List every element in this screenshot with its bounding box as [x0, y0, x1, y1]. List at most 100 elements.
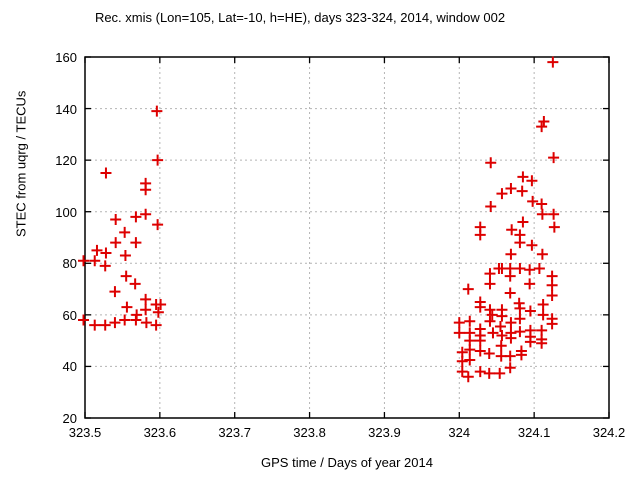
data-point-marker: [462, 371, 474, 383]
data-point-marker: [484, 304, 496, 316]
x-tick-label: 323.6: [143, 425, 177, 440]
data-point-marker: [484, 278, 496, 290]
data-point-marker: [487, 327, 499, 339]
data-point-marker: [91, 244, 103, 256]
y-tick-label: 120: [55, 153, 77, 169]
data-point-marker: [130, 314, 142, 326]
data-point-marker: [474, 335, 486, 347]
data-point-marker: [536, 121, 548, 133]
y-tick-label: 100: [55, 204, 77, 220]
x-tick-label: 324.2: [592, 425, 626, 440]
data-point-marker: [130, 211, 142, 223]
x-axis-title: GPS time / Days of year 2014: [261, 455, 433, 470]
y-tick-label: 40: [62, 359, 77, 375]
x-tick-label: 323.9: [368, 425, 401, 440]
data-point-marker: [78, 314, 90, 326]
data-point-marker: [495, 340, 507, 352]
data-point-marker: [524, 305, 536, 317]
data-point-marker: [140, 304, 152, 316]
data-point-marker: [140, 184, 152, 196]
data-point-marker: [474, 301, 486, 313]
x-tick-label: 323.8: [293, 425, 326, 440]
data-point-marker: [517, 216, 529, 228]
data-point-marker: [548, 221, 560, 233]
plot-border: [84, 56, 610, 419]
data-point-marker: [140, 317, 152, 329]
x-tick-label: 324.1: [517, 425, 551, 440]
data-point-marker: [152, 154, 164, 166]
data-point-marker: [505, 248, 517, 260]
data-point-marker: [524, 336, 536, 348]
data-point-marker: [99, 319, 111, 331]
data-point-marker: [152, 219, 164, 231]
data-point-marker: [456, 355, 468, 367]
data-point-marker: [110, 237, 122, 249]
data-point-marker: [504, 350, 516, 362]
data-point-marker: [504, 287, 516, 299]
data-point-marker: [109, 317, 121, 329]
data-point-marker: [536, 198, 548, 210]
data-point-marker: [504, 270, 516, 282]
data-point-marker: [527, 195, 539, 207]
y-tick-label: 60: [62, 307, 77, 323]
data-point-marker: [536, 337, 548, 349]
data-point-marker: [474, 229, 486, 241]
data-point-marker: [453, 327, 465, 339]
data-point-marker: [516, 185, 528, 197]
data-point-marker: [483, 348, 495, 360]
data-point-marker: [99, 260, 111, 272]
data-point-marker: [152, 306, 164, 318]
data-point-marker: [548, 152, 560, 164]
data-point-marker: [514, 302, 526, 314]
data-point-marker: [150, 319, 162, 331]
data-point-marker: [496, 188, 508, 200]
data-point-marker: [496, 310, 508, 322]
data-point-marker: [155, 299, 167, 311]
data-point-marker: [483, 367, 495, 379]
data-point-marker: [505, 332, 517, 344]
data-point-marker: [474, 345, 486, 357]
data-point-marker: [464, 354, 476, 366]
data-point-marker: [119, 226, 131, 238]
data-point-marker: [505, 317, 517, 329]
data-point-marker: [546, 290, 558, 302]
data-point-marker: [538, 115, 550, 127]
data-point-marker: [547, 56, 559, 68]
data-point-marker: [474, 366, 486, 378]
data-point-marker: [524, 264, 536, 276]
data-point-marker: [129, 278, 141, 290]
data-point-marker: [514, 262, 526, 274]
data-point-marker: [536, 248, 548, 260]
chart-title: Rec. xmis (Lon=105, Lat=-10, h=HE), days…: [94, 10, 506, 25]
data-point-marker: [130, 237, 142, 249]
data-point-marker: [485, 201, 497, 213]
data-point-marker: [496, 329, 508, 341]
y-tick-label: 160: [55, 50, 77, 65]
data-point-marker: [546, 279, 558, 291]
data-point-marker: [514, 313, 526, 325]
data-point-marker: [100, 167, 112, 179]
data-point-marker: [514, 326, 526, 338]
data-point-marker: [484, 315, 496, 327]
data-point-marker: [453, 317, 465, 329]
data-point-marker: [505, 183, 517, 195]
data-point-marker: [517, 171, 529, 183]
data-point-marker: [494, 320, 506, 332]
data-point-marker: [515, 349, 527, 361]
y-tick-label: 80: [62, 256, 77, 272]
data-point-marker: [504, 362, 516, 374]
data-point-marker: [537, 309, 549, 321]
data-point-marker: [526, 239, 538, 251]
data-point-marker: [151, 105, 163, 117]
data-point-marker: [524, 278, 536, 290]
data-point-marker: [78, 255, 90, 267]
data-point-marker: [89, 255, 101, 267]
data-point-marker: [537, 299, 549, 311]
data-point-marker: [486, 309, 498, 321]
data-point-marker: [536, 208, 548, 220]
data-point-marker: [548, 208, 560, 220]
data-point-marker: [485, 157, 497, 169]
data-point-marker: [89, 319, 101, 331]
